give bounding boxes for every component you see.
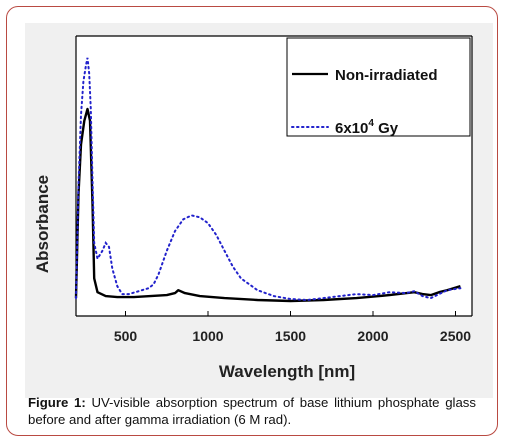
x-axis-label: Wavelength [nm] <box>219 362 355 381</box>
x-tick-label: 2500 <box>440 328 471 344</box>
x-tick-label: 2000 <box>357 328 388 344</box>
x-tick-label: 1500 <box>275 328 306 344</box>
legend-label-irradiated-base: 6x10 <box>335 120 368 137</box>
legend-label-irradiated-sup: 4 <box>368 118 374 129</box>
legend-label-irradiated: 6x104 Gy <box>335 118 399 137</box>
x-ticks-group: 500 1000 1500 2000 2500 <box>114 311 471 344</box>
series-line-non-irradiated <box>74 107 461 303</box>
caption-text: UV-visible absorption spectrum of base l… <box>28 395 476 427</box>
legend-label-non-irradiated: Non-irradiated <box>335 67 438 84</box>
x-tick-label: 500 <box>114 328 138 344</box>
legend-label-irradiated-suffix: Gy <box>374 120 399 137</box>
series-group <box>74 57 462 303</box>
x-tick-label: 1000 <box>192 328 223 344</box>
series-line-irradiated <box>75 57 462 302</box>
figure-caption: Figure 1: UV-visible absorption spectrum… <box>28 394 476 428</box>
legend-box <box>286 37 471 137</box>
y-axis-label: Absorbance <box>33 175 52 273</box>
caption-label: Figure 1: <box>28 395 86 410</box>
